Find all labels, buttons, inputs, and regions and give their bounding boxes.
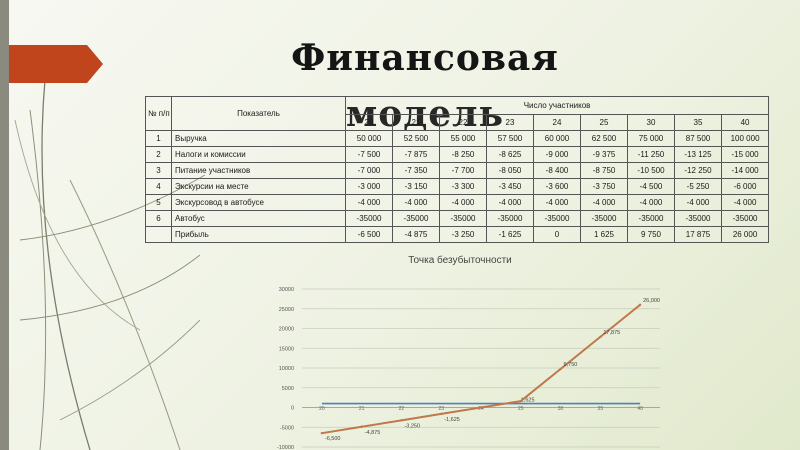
profit-point — [599, 335, 602, 339]
table-cell: 26 000 — [720, 226, 770, 243]
financial-table: № п/п Показатель Число участников 20 21 22… — [145, 96, 770, 243]
chart-title: Точка безубыточности — [408, 255, 512, 266]
x-tick-label: 24 — [478, 406, 484, 412]
data-label: -4,875 — [365, 430, 381, 436]
y-tick-label: 30000 — [279, 287, 294, 293]
table-body: 1 Выручка 50 000 52 500 55 000 57 500 60 000 62… — [145, 130, 770, 243]
header-num: № п/п — [145, 96, 172, 131]
profit-point — [479, 406, 483, 409]
x-tick-label: 21 — [359, 406, 365, 412]
x-tick-label: 25 — [518, 406, 524, 412]
y-tick-label: -10000 — [277, 445, 294, 450]
data-label: -3,250 — [404, 423, 420, 429]
y-tick-label: -5000 — [280, 425, 294, 431]
table-cell: -35000 — [720, 210, 770, 227]
profit-point — [440, 412, 443, 416]
y-tick-label: 10000 — [279, 366, 294, 372]
profit-point — [360, 425, 363, 428]
profit-series-line — [321, 304, 641, 435]
data-label: -6,500 — [325, 436, 341, 442]
y-tick-label: 5000 — [282, 386, 294, 392]
profit-point — [400, 419, 403, 422]
table-row: 3 Питание участников -7 000 -7 350 -7 700 -8 … — [145, 162, 770, 179]
data-label: 1,625 — [521, 398, 535, 404]
table-row: 6 Автобус -35000 -35000 -35000 -35000 -35000 -3… — [145, 210, 770, 227]
y-tick-label: 0 — [291, 406, 294, 412]
profit-point — [320, 431, 324, 435]
table-cell: 0 — [533, 226, 581, 243]
table-row: Прибыль -6 500 -4 875 -3 250 -1 625 0 1 625 9 7… — [145, 226, 770, 243]
data-label: 26,000 — [643, 298, 660, 304]
profit-point — [519, 399, 522, 403]
x-tick-label: 22 — [399, 406, 405, 412]
y-tick-label: 20000 — [279, 327, 294, 333]
x-tick-label: 20 — [319, 406, 325, 412]
header-indicator: Показатель — [171, 96, 346, 131]
y-tick-label: 25000 — [279, 307, 294, 313]
title-arrow-shape — [9, 45, 103, 83]
x-tick-label: 23 — [438, 406, 444, 412]
profit-point — [638, 303, 642, 306]
profit-point — [559, 367, 562, 371]
table-row: 4 Экскурсии на месте -3 000 -3 150 -3 300 -3 … — [145, 178, 770, 195]
table-cell: -3 250 — [439, 226, 487, 243]
y-tick-label: 15000 — [279, 346, 294, 352]
x-tick-label: 35 — [598, 406, 604, 412]
table-row: 2 Налоги и комиссии -7 500 -7 875 -8 250 -8 6… — [145, 146, 770, 163]
data-label: 17,875 — [603, 330, 620, 336]
x-tick-label: 30 — [558, 406, 564, 412]
x-tick-label: 40 — [637, 406, 643, 412]
data-label: 9,750 — [564, 362, 578, 368]
left-accent-bar — [0, 0, 9, 450]
data-label: -1,625 — [444, 417, 460, 423]
